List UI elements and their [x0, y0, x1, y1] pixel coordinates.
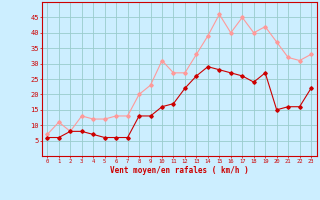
X-axis label: Vent moyen/en rafales ( km/h ): Vent moyen/en rafales ( km/h )	[110, 166, 249, 175]
